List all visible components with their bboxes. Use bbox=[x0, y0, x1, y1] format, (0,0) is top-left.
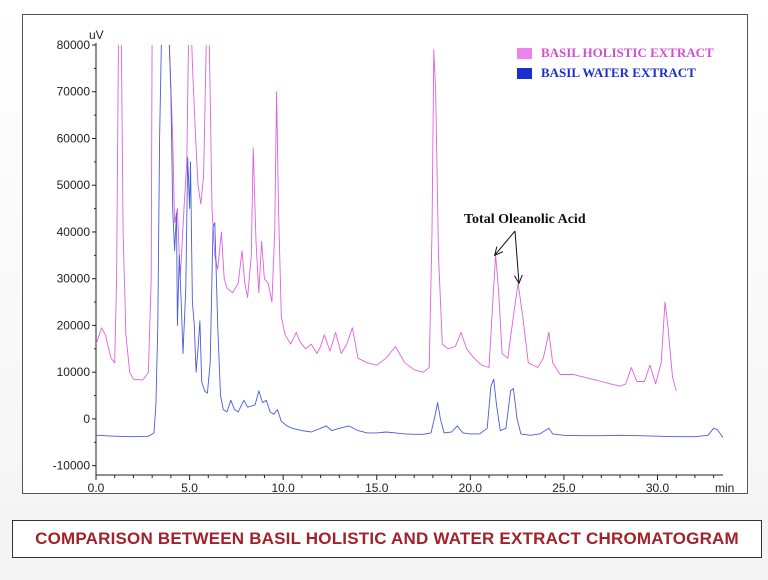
x-unit-label: min bbox=[715, 481, 734, 493]
x-tick-label: 25.0 bbox=[552, 481, 576, 493]
y-tick-label: 20000 bbox=[57, 318, 91, 332]
chart-panel: -10000 0 10000 20000 30000 40000 50000 60000 700… bbox=[22, 14, 748, 494]
y-tick-label: -10000 bbox=[53, 459, 91, 473]
annotation: Total Oleanolic Acid bbox=[464, 212, 586, 285]
legend: BASIL HOLISTIC EXTRACT BASIL WATER EXTRAC… bbox=[517, 45, 714, 80]
y-tick-label: 40000 bbox=[57, 225, 91, 239]
axes: -10000 0 10000 20000 30000 40000 50000 60000 700… bbox=[53, 28, 735, 493]
caption-box: COMPARISON BETWEEN BASIL HOLISTIC AND WA… bbox=[12, 520, 762, 558]
annotation-text: Total Oleanolic Acid bbox=[464, 212, 586, 227]
annotation-arrow bbox=[494, 230, 516, 256]
series-line-2 bbox=[96, 45, 723, 438]
y-tick-label: 80000 bbox=[57, 38, 91, 52]
chromatogram-chart: -10000 0 10000 20000 30000 40000 50000 60000 700… bbox=[53, 28, 735, 493]
series-line-1 bbox=[96, 45, 677, 392]
y-tick-label: 10000 bbox=[57, 365, 91, 379]
y-tick-label: 0 bbox=[83, 412, 90, 426]
y-tick-label: 70000 bbox=[57, 85, 91, 99]
chart-caption: COMPARISON BETWEEN BASIL HOLISTIC AND WA… bbox=[35, 529, 739, 548]
legend-label: BASIL WATER EXTRACT bbox=[541, 65, 696, 80]
y-tick-label: 60000 bbox=[57, 131, 91, 145]
y-tick-label: 50000 bbox=[57, 178, 91, 192]
x-tick-label: 5.0 bbox=[181, 481, 198, 493]
legend-swatch bbox=[517, 48, 532, 59]
annotation-arrow bbox=[514, 230, 520, 284]
series-layer bbox=[96, 45, 723, 438]
annotation-arrowhead bbox=[514, 274, 523, 285]
x-tick-label: 10.0 bbox=[271, 481, 295, 493]
y-unit-label: uV bbox=[89, 28, 104, 42]
legend-label: BASIL HOLISTIC EXTRACT bbox=[541, 45, 714, 60]
x-tick-label: 20.0 bbox=[459, 481, 483, 493]
x-tick-label: 0.0 bbox=[88, 481, 105, 493]
legend-swatch bbox=[517, 68, 532, 79]
x-tick-label: 30.0 bbox=[646, 481, 670, 493]
x-tick-label: 15.0 bbox=[365, 481, 389, 493]
y-tick-label: 30000 bbox=[57, 272, 91, 286]
annotation-arrowhead bbox=[493, 246, 504, 257]
